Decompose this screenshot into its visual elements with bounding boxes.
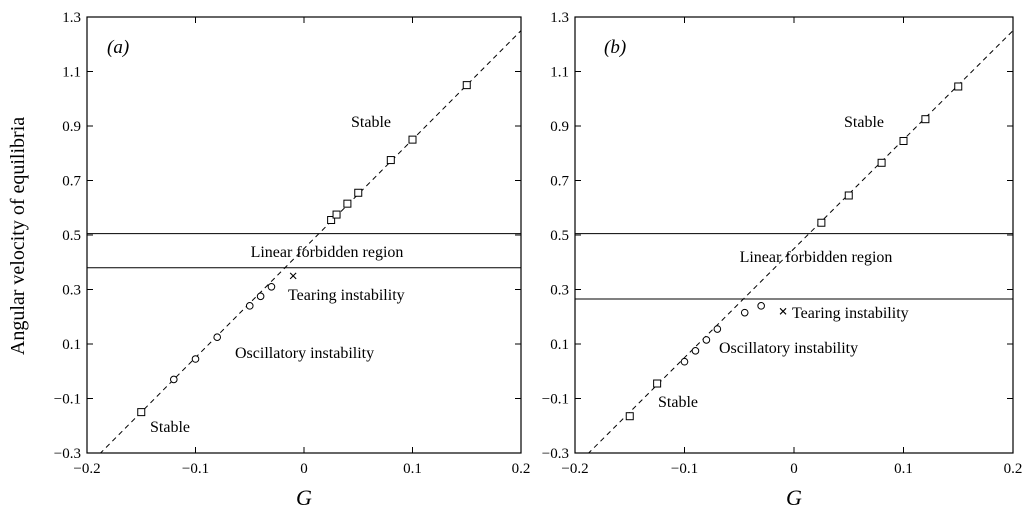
y-tick-label: −0.1 — [542, 392, 569, 408]
square-marker — [921, 115, 930, 124]
y-tick-label: −0.3 — [542, 446, 569, 462]
circle-marker — [245, 302, 254, 310]
square-marker — [332, 210, 341, 219]
annotation-label: Tearing instability — [288, 287, 405, 304]
square-marker — [954, 82, 963, 91]
circle-marker — [191, 355, 200, 363]
cross-marker — [289, 272, 297, 280]
x-tick-label: −0.2 — [561, 461, 588, 477]
x-tick-label: 0.2 — [512, 461, 531, 477]
y-tick-label: 0.1 — [62, 337, 81, 353]
circle-marker — [702, 336, 711, 344]
y-tick-label: 0.3 — [62, 283, 81, 299]
square-marker — [408, 135, 417, 144]
x-tick-label: −0.1 — [182, 461, 209, 477]
square-marker — [653, 379, 662, 388]
annotation-label: Stable — [150, 419, 190, 436]
y-tick-label: 0.5 — [62, 228, 81, 244]
annotation-label: Stable — [351, 114, 391, 131]
y-axis-title: Angular velocity of equilibria — [7, 117, 29, 355]
circle-marker — [256, 292, 265, 301]
y-tick-label: −0.3 — [54, 446, 81, 462]
square-marker — [386, 156, 395, 165]
circle-marker — [757, 302, 765, 310]
y-tick-label: 0.9 — [550, 119, 569, 135]
annotation-label: Oscillatory instability — [719, 340, 858, 357]
x-tick-label: −0.1 — [671, 461, 698, 477]
y-tick-label: 0.1 — [550, 337, 569, 353]
plot-content — [87, 30, 521, 453]
x-tick-label: 0.1 — [894, 461, 913, 477]
y-tick-label: 1.1 — [550, 65, 569, 81]
annotation-label: Stable — [658, 394, 698, 411]
y-tick-label: 1.3 — [62, 10, 81, 26]
square-marker — [343, 199, 352, 208]
plot-frame — [574, 16, 1014, 454]
chart-panel-a: −0.2 −0.1 0 0.1 0.2 −0.3 −0.1 0.1 0.3 0.5 0.7 0.9 1.… — [54, 10, 531, 510]
circle-marker — [680, 357, 689, 366]
square-marker — [354, 188, 363, 197]
dashed-line — [587, 30, 1013, 453]
circle-marker — [713, 325, 722, 333]
square-marker — [462, 81, 471, 90]
square-marker — [877, 158, 886, 167]
square-marker — [137, 408, 146, 417]
x-tick-label: 0 — [300, 461, 308, 477]
circle-marker — [691, 347, 700, 355]
annotation-label: Stable — [844, 114, 884, 131]
annotation-label: Linear forbidden region — [251, 244, 404, 261]
plot-frame — [86, 16, 522, 454]
annotation-label: Linear forbidden region — [740, 249, 893, 266]
x-tick-label: 0.1 — [403, 461, 422, 477]
square-marker — [327, 216, 336, 225]
x-tick-label: 0.2 — [1004, 461, 1023, 477]
circle-marker — [267, 282, 276, 291]
y-tick-label: 1.1 — [62, 65, 81, 81]
panel-label: (b) — [604, 37, 626, 58]
chart-panel-b: −0.2 −0.1 0 0.1 0.2 −0.3 −0.1 0.1 0.3 0.5 0.7 0.9 1.… — [542, 10, 1023, 510]
x-tick-label: −0.2 — [73, 461, 100, 477]
plot-content — [575, 30, 1013, 453]
y-tick-label: −0.1 — [54, 392, 81, 408]
x-axis-title: G — [786, 485, 802, 510]
y-tick-label: 0.7 — [550, 174, 569, 190]
y-tick-label: 0.3 — [550, 283, 569, 299]
annotation-label: Tearing instability — [792, 305, 909, 322]
square-marker — [625, 412, 634, 421]
cross-marker — [779, 307, 787, 315]
square-marker — [844, 191, 853, 200]
x-axis-title: G — [296, 485, 312, 510]
circle-marker — [740, 308, 749, 317]
y-tick-label: 0.7 — [62, 174, 81, 190]
square-marker — [817, 218, 826, 227]
circle-marker — [170, 375, 178, 384]
y-tick-label: 1.3 — [550, 10, 569, 26]
y-tick-label: 0.5 — [550, 228, 569, 244]
dashed-line — [99, 30, 521, 453]
square-marker — [899, 136, 908, 145]
circle-marker — [213, 333, 221, 341]
panel-label: (a) — [107, 37, 129, 58]
annotation-label: Oscillatory instability — [235, 345, 374, 362]
chart-panels: −0.2 −0.1 0 0.1 0.2 −0.3 −0.1 0.1 0.3 0.5 0.7 0.9 1.… — [54, 10, 1023, 510]
x-tick-label: 0 — [790, 461, 798, 477]
y-tick-label: 0.9 — [62, 119, 81, 135]
